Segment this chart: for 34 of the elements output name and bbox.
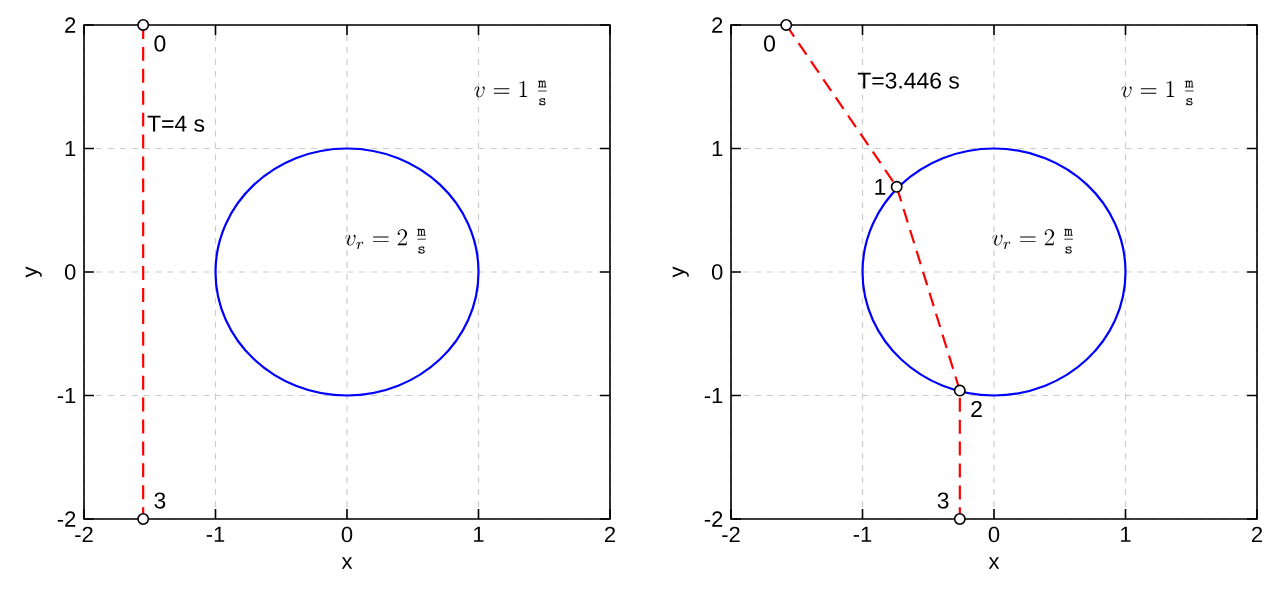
annotation: $v=1\;\frac{\mathtt{m}}{\mathtt{s}}$ xyxy=(1121,80,1194,106)
x-tick-label: -1 xyxy=(853,526,872,542)
x-tick-label: 1 xyxy=(474,526,484,542)
annotation: 0 xyxy=(154,35,166,52)
y-tick-label: -1 xyxy=(704,387,723,404)
x-tick-label: 2 xyxy=(605,526,615,543)
y-tick-label: 0 xyxy=(64,264,76,280)
annotation: 3 xyxy=(937,492,949,509)
x-axis-title: x xyxy=(988,557,1000,569)
y-tick-label: 1 xyxy=(712,140,723,157)
y-tick-label: -1 xyxy=(57,387,76,404)
annotation: $v=1\;\frac{\mathtt{m}}{\mathtt{s}}$ xyxy=(474,80,547,106)
x-tick-label: 1 xyxy=(1121,526,1131,542)
x-tick-label: 0 xyxy=(988,526,1000,543)
y-tick-label: -2 xyxy=(704,511,723,527)
y-tick-label: 0 xyxy=(711,264,723,280)
annotation: 1 xyxy=(875,178,886,195)
annotation: $v_r=2\;\frac{\mathtt{m}}{\mathtt{s}}$ xyxy=(992,228,1073,254)
y-tick-label: -2 xyxy=(57,511,76,527)
annotation: 2 xyxy=(971,400,982,417)
annotation: 3 xyxy=(154,492,166,509)
y-tick-label: 1 xyxy=(65,140,76,157)
x-tick-label: 0 xyxy=(341,526,353,543)
annotation: T=4 s xyxy=(147,115,205,132)
y-axis-title: y xyxy=(672,266,689,278)
x-tick-label: -1 xyxy=(206,526,225,542)
x-tick-label: 2 xyxy=(1252,526,1263,543)
annotation: 0 xyxy=(764,35,775,52)
y-tick-label: 2 xyxy=(65,17,76,33)
y-axis-title: y xyxy=(25,266,42,278)
annotation: $v_r=2\;\frac{\mathtt{m}}{\mathtt{s}}$ xyxy=(345,228,426,254)
annotation: T=3.446 s xyxy=(857,72,959,89)
x-axis-title: x xyxy=(341,557,353,569)
y-tick-label: 2 xyxy=(712,17,723,33)
